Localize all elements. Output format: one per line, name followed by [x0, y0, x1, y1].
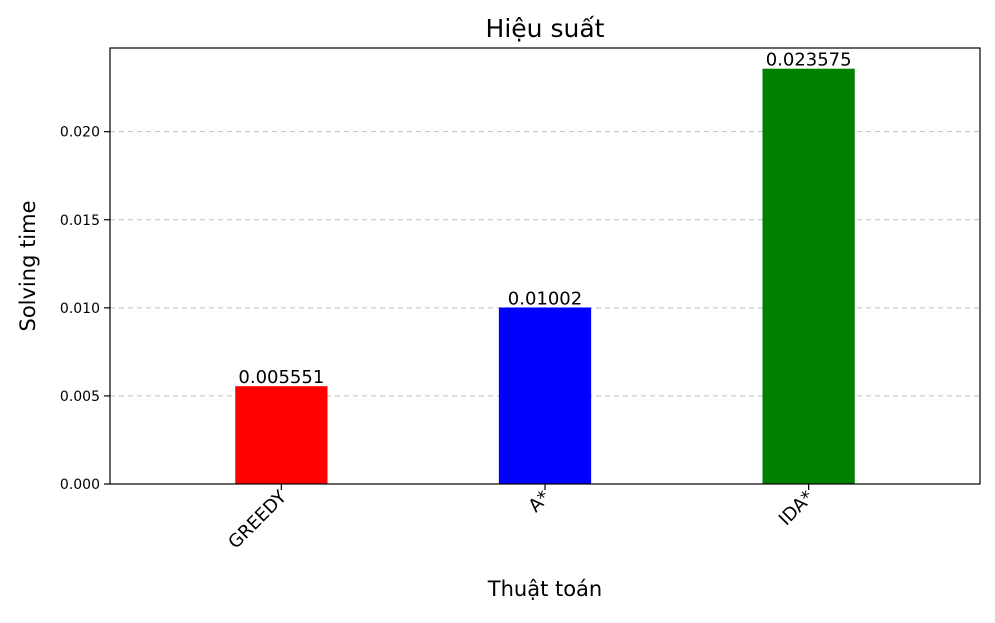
- x-tick-label: A*: [525, 487, 555, 517]
- x-axis-ticks: GREEDY A* IDA*: [224, 484, 818, 553]
- value-label: 0.005551: [238, 367, 324, 388]
- bar-greedy: [235, 386, 328, 484]
- chart-title: Hiệu suất: [486, 14, 605, 43]
- y-tick-label: 0.010: [60, 301, 100, 317]
- y-tick-label: 0.005: [60, 389, 100, 405]
- value-label: 0.01002: [508, 288, 582, 309]
- y-tick-label: 0.020: [60, 125, 100, 141]
- x-axis-label: Thuật toán: [487, 577, 603, 601]
- x-tick-label: IDA*: [775, 487, 818, 530]
- bar-ida: [762, 68, 855, 485]
- bar-a: [498, 307, 592, 484]
- y-axis-label: Solving time: [16, 200, 40, 331]
- y-axis-ticks: 0.000 0.005 0.010 0.015 0.020: [60, 125, 110, 493]
- y-tick-label: 0.000: [60, 477, 100, 493]
- y-tick-label: 0.015: [60, 213, 100, 229]
- value-label: 0.023575: [766, 50, 852, 71]
- x-tick-label: GREEDY: [224, 486, 291, 553]
- bars: [235, 68, 855, 485]
- value-labels: 0.005551 0.01002 0.023575: [238, 50, 851, 389]
